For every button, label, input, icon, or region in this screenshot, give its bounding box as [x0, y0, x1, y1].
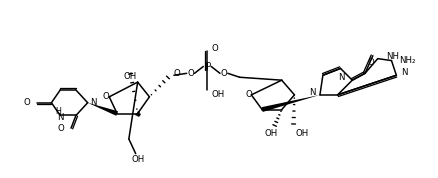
Text: OH: OH	[211, 90, 224, 99]
Text: O: O	[187, 69, 194, 78]
Text: OH: OH	[296, 129, 309, 138]
Text: NH: NH	[387, 52, 399, 61]
Text: O: O	[174, 69, 180, 78]
Text: O: O	[220, 69, 227, 78]
Text: N: N	[310, 88, 316, 97]
Text: O: O	[57, 124, 64, 133]
Text: H: H	[55, 107, 61, 116]
Text: OH: OH	[123, 72, 137, 81]
Text: N: N	[57, 114, 64, 122]
Text: N: N	[338, 73, 345, 82]
Polygon shape	[88, 103, 118, 116]
Text: O: O	[103, 92, 110, 101]
Text: OH: OH	[264, 129, 278, 138]
Polygon shape	[261, 95, 320, 112]
Text: O: O	[23, 98, 30, 107]
Text: NH₂: NH₂	[399, 56, 416, 65]
Text: N: N	[90, 98, 96, 107]
Text: N: N	[401, 68, 408, 77]
Text: O: O	[245, 90, 252, 99]
Text: O: O	[211, 44, 218, 53]
Text: OH: OH	[131, 155, 144, 164]
Text: O: O	[367, 58, 374, 67]
Text: P: P	[205, 62, 210, 71]
